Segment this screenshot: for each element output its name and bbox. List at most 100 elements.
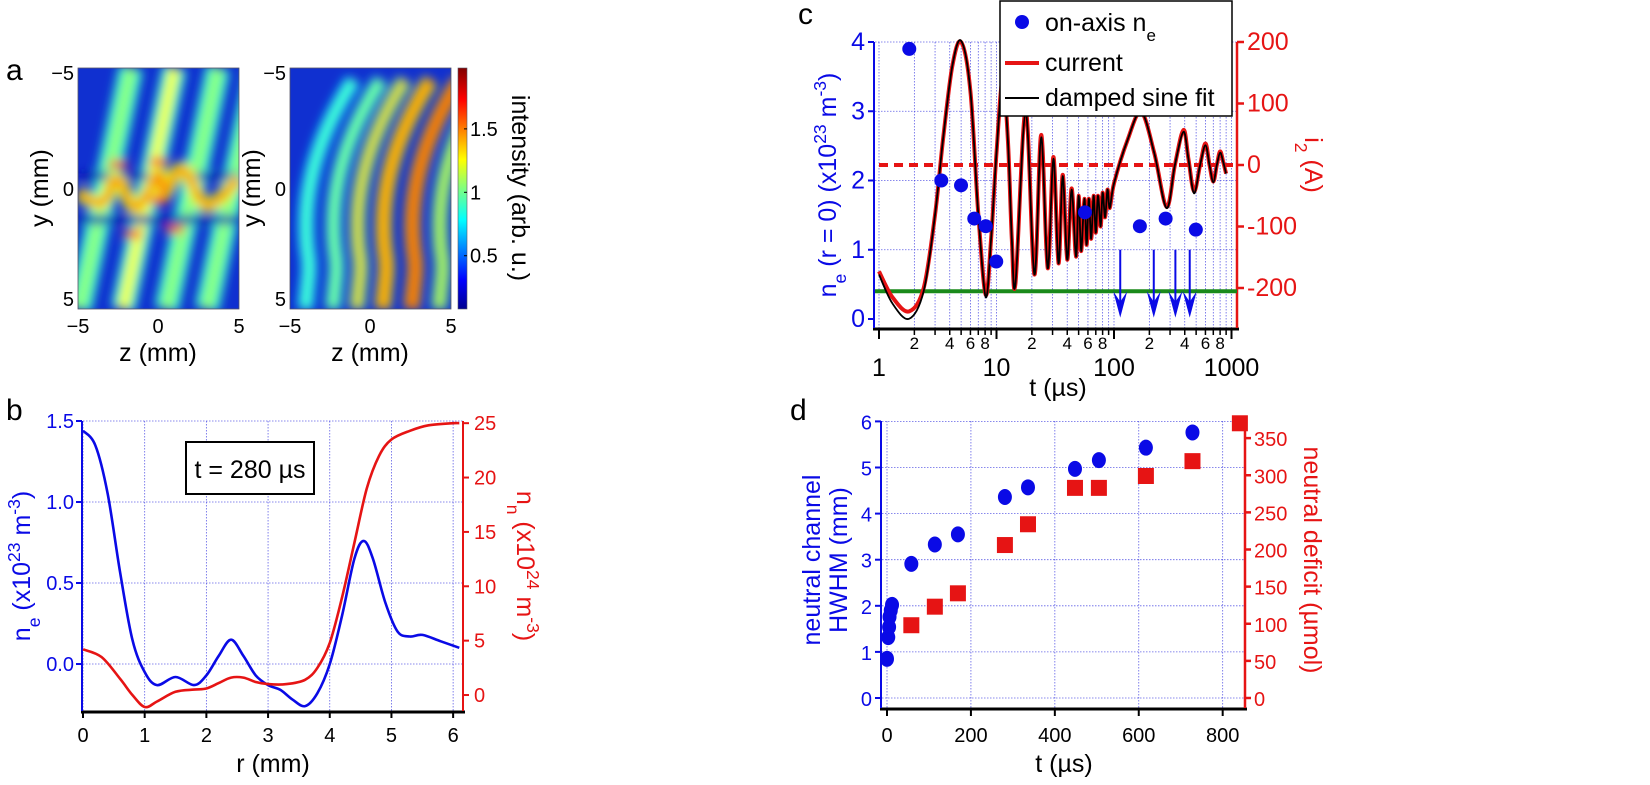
- legend-label: on-axis ne: [1045, 9, 1156, 45]
- panel-label-a: a: [6, 54, 23, 87]
- label-part: e: [1146, 26, 1155, 45]
- on-axis-ne-point: [954, 178, 969, 193]
- label-part: -3: [523, 617, 543, 633]
- y2-tick-label: 250: [1254, 503, 1287, 525]
- y2-tick-label: 15: [474, 522, 496, 544]
- x-minor-tick-label: 6: [966, 334, 975, 353]
- on-axis-ne-point: [989, 254, 1004, 269]
- x-tick-label: 3: [263, 725, 274, 747]
- interferogram-image: [78, 68, 239, 309]
- label-part: ): [8, 491, 36, 499]
- on-axis-ne-point: [978, 219, 993, 234]
- label-part: (x10: [511, 514, 539, 570]
- y2-tick-label: 5: [474, 631, 485, 653]
- neutral-deficit-square: [1066, 479, 1083, 496]
- hwhm-point: [885, 596, 900, 613]
- y-tick-label: 0: [861, 689, 872, 711]
- arrow-head-icon: [1146, 291, 1161, 318]
- x-tick-label: 1: [139, 725, 150, 747]
- x-axis-label: t (µs): [1035, 750, 1092, 778]
- y-axis-label-line1: neutral channel: [798, 475, 826, 646]
- x-minor-tick-label: 2: [910, 334, 919, 353]
- y-axis-label: y (mm): [26, 149, 54, 227]
- x-minor-tick-label: 8: [1215, 334, 1224, 353]
- panel-label-c: c: [798, 0, 813, 31]
- legend-marker-dot: [1015, 15, 1029, 29]
- legend-label: current: [1045, 49, 1123, 77]
- x-tick-label: 0: [881, 725, 892, 747]
- label-part: 24: [523, 570, 543, 590]
- interferogram-image: [290, 68, 451, 309]
- y-tick-label: 0: [851, 305, 865, 333]
- y-tick-label: 1.5: [46, 411, 74, 433]
- x-minor-tick-label: 6: [1201, 334, 1210, 353]
- y-tick-label: 5: [861, 459, 872, 481]
- x-axis-label: r (mm): [236, 750, 310, 778]
- label-part: m: [8, 515, 36, 543]
- colorbar-tick-label: 1.5: [470, 119, 498, 141]
- x-axis-label: z (mm): [331, 339, 409, 367]
- hot-spot: [148, 196, 169, 205]
- label-part: on-axis n: [1045, 9, 1146, 37]
- hwhm-point: [950, 526, 965, 543]
- hwhm-point: [1067, 460, 1082, 477]
- on-axis-ne-point: [1077, 205, 1092, 220]
- x-tick-label: 200: [954, 725, 987, 747]
- x-major-tick-label: 1: [872, 354, 886, 382]
- hwhm-point: [927, 536, 942, 553]
- fringes: [78, 68, 239, 309]
- label-part: 2: [1291, 143, 1311, 153]
- y2-axis-label: neutral deficit (µmol): [1298, 447, 1326, 674]
- y-tick-label: 2: [851, 167, 865, 195]
- y-tick-label: 4: [861, 505, 872, 527]
- series-line-n-n: [82, 421, 460, 709]
- y-tick-label: −5: [51, 63, 74, 85]
- y2-tick-label: 300: [1254, 466, 1287, 488]
- dark-band: [78, 215, 239, 224]
- neutral-deficit-square: [1137, 467, 1154, 484]
- y-tick-label: 0.0: [46, 654, 74, 676]
- hwhm-point: [1091, 452, 1106, 469]
- on-axis-ne-point: [902, 41, 917, 56]
- fringe-core: [436, 147, 451, 309]
- label-part: ): [511, 633, 539, 641]
- hwhm-point: [997, 489, 1012, 506]
- hot-spot: [148, 157, 169, 166]
- y-tick-label: 0: [275, 179, 286, 201]
- arrow-head-icon: [1168, 291, 1183, 318]
- arrow-head-icon: [1113, 291, 1128, 318]
- panel-label-b: b: [6, 394, 23, 427]
- y2-axis-label: nn (x1024 m-3): [503, 491, 543, 641]
- y-axis-label: ne (r = 0) (x1023 m-3): [810, 73, 850, 298]
- x-tick-label: 0: [364, 316, 375, 338]
- y2-tick-label: 350: [1254, 429, 1287, 451]
- hot-spot: [108, 160, 129, 169]
- arrow-head-icon: [1182, 291, 1197, 318]
- on-axis-ne-point: [1158, 211, 1173, 226]
- legend-box: [999, 0, 1233, 117]
- y-tick-label: −5: [263, 63, 286, 85]
- x-tick-label: 0: [77, 725, 88, 747]
- label-part: m: [814, 97, 842, 125]
- y2-tick-label: -100: [1247, 213, 1297, 241]
- label-part: (A): [1299, 153, 1327, 193]
- label-part: e: [830, 274, 850, 284]
- y-tick-label: 0: [63, 179, 74, 201]
- y2-tick-label: 50: [1254, 652, 1276, 674]
- x-tick-label: −5: [279, 316, 302, 338]
- label-part: i: [1299, 137, 1327, 143]
- series-line-n-e: [82, 429, 460, 708]
- x-axis-label: z (mm): [119, 339, 197, 367]
- y-tick-label: 1.0: [46, 492, 74, 514]
- y-tick-label: 6: [861, 412, 872, 434]
- image-frame: [289, 67, 452, 310]
- y-tick-label: 4: [851, 28, 865, 56]
- x-minor-tick-label: 4: [1180, 334, 1189, 353]
- image-frame: [77, 67, 240, 310]
- hwhm-point: [904, 555, 919, 572]
- annotation-box: [185, 441, 315, 495]
- neutral-deficit-square: [1019, 516, 1036, 533]
- label-part: n: [8, 627, 36, 641]
